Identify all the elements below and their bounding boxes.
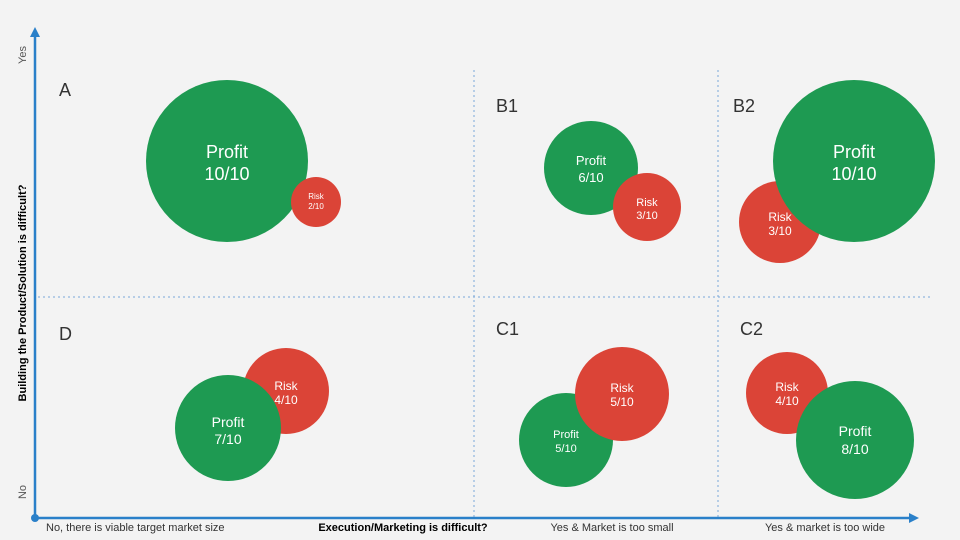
profit-bubble-a xyxy=(146,80,308,242)
axis-origin xyxy=(31,514,39,522)
profit-bubble-d xyxy=(175,375,281,481)
quadrant-d: D Risk 4/10 Profit 7/10 xyxy=(59,324,329,481)
profit-label-d: Profit xyxy=(212,414,245,430)
x-axis-label-2: Yes & Market is too small xyxy=(550,522,673,534)
risk-bubble-c1 xyxy=(575,347,669,441)
y-axis-title: Building the Product/Solution is difficu… xyxy=(17,184,29,401)
profit-label-c2: Profit xyxy=(839,423,872,439)
x-axis-label-3: Yes & market is too wide xyxy=(765,522,885,534)
risk-label-c2: Risk xyxy=(775,380,799,394)
risk-score-a: 2/10 xyxy=(308,202,324,211)
x-axis-title: Execution/Marketing is difficult? xyxy=(318,522,488,534)
quadrant-c2: C2 Risk 4/10 Profit 8/10 xyxy=(740,319,914,499)
x-axis-label-1: No, there is viable target market size xyxy=(46,522,225,534)
quadrant-b1: B1 Profit 6/10 Risk 3/10 xyxy=(496,96,681,241)
risk-score-b1: 3/10 xyxy=(636,210,657,222)
y-axis-yes-label: Yes xyxy=(17,46,29,64)
quadrant-label-b1: B1 xyxy=(496,96,518,116)
profit-score-a: 10/10 xyxy=(204,164,249,184)
profit-label-a: Profit xyxy=(206,142,248,162)
quadrant-c1: C1 Profit 5/10 Risk 5/10 xyxy=(496,319,669,487)
risk-bubble-b1 xyxy=(613,173,681,241)
profit-label-c1: Profit xyxy=(553,429,579,441)
profit-bubble-b1 xyxy=(544,121,638,215)
profit-score-b1: 6/10 xyxy=(578,170,603,185)
risk-score-b2: 3/10 xyxy=(768,224,792,238)
profit-label-b2: Profit xyxy=(833,142,875,162)
profit-score-c2: 8/10 xyxy=(841,441,868,457)
risk-label-b1: Risk xyxy=(636,197,658,209)
y-axis-no-label: No xyxy=(17,485,29,499)
quadrant-b2: B2 Risk 3/10 Profit 10/10 xyxy=(733,80,935,263)
risk-score-d: 4/10 xyxy=(274,393,298,407)
quadrant-label-b2: B2 xyxy=(733,96,755,116)
profit-bubble-b2 xyxy=(773,80,935,242)
risk-score-c2: 4/10 xyxy=(775,394,799,408)
quadrant-label-c1: C1 xyxy=(496,319,519,339)
profit-label-b1: Profit xyxy=(576,153,607,168)
profit-score-c1: 5/10 xyxy=(555,443,576,455)
profit-score-d: 7/10 xyxy=(214,431,241,447)
quadrant-label-a: A xyxy=(59,80,71,100)
risk-score-c1: 5/10 xyxy=(610,395,634,409)
quadrant-label-c2: C2 xyxy=(740,319,763,339)
risk-label-b2: Risk xyxy=(768,210,792,224)
profit-score-b2: 10/10 xyxy=(831,164,876,184)
risk-label-a: Risk xyxy=(308,192,325,201)
risk-bubble-a xyxy=(291,177,341,227)
quadrant-a: A Profit 10/10 Risk 2/10 xyxy=(59,80,341,242)
profit-bubble-c2 xyxy=(796,381,914,499)
risk-label-c1: Risk xyxy=(610,381,634,395)
risk-label-d: Risk xyxy=(274,379,298,393)
quadrant-label-d: D xyxy=(59,324,72,344)
